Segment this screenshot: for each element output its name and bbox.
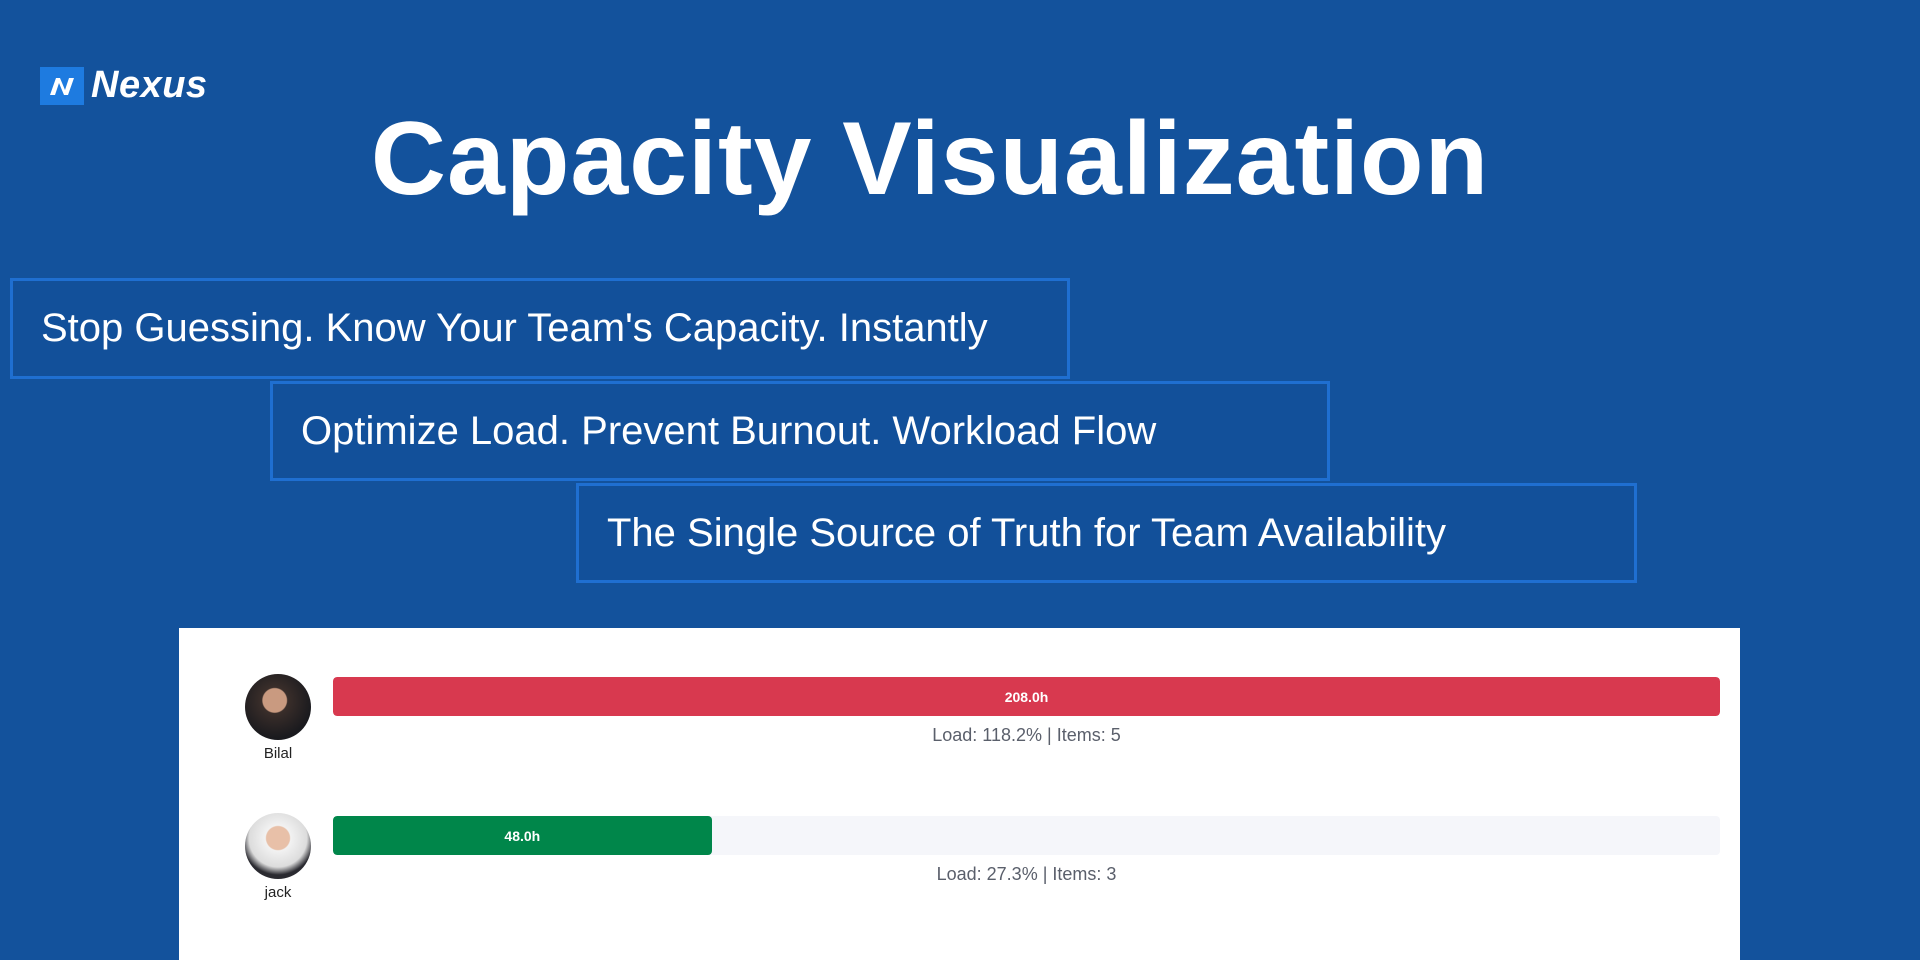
capacity-bar-fill[interactable]: 208.0h (333, 677, 1720, 716)
tagline-box: Optimize Load. Prevent Burnout. Workload… (270, 381, 1330, 481)
capacity-bar-fill[interactable]: 48.0h (333, 816, 712, 855)
member-name: jack (264, 884, 292, 901)
nexus-logo-icon (40, 66, 84, 105)
member-row: jack 48.0h Load: 27.3% | Items: 3 (179, 768, 1740, 901)
tagline-box: The Single Source of Truth for Team Avai… (576, 483, 1637, 583)
avatar[interactable] (245, 813, 311, 879)
hours-label: 48.0h (504, 827, 541, 844)
load-summary: Load: 118.2% | Items: 5 (932, 725, 1121, 745)
capacity-bar-track: 208.0h (333, 677, 1720, 716)
tagline-box: Stop Guessing. Know Your Team's Capacity… (10, 278, 1070, 379)
avatar[interactable] (245, 674, 311, 740)
capacity-panel: Bilal 208.0h Load: 118.2% | Items: 5 jac… (179, 628, 1740, 960)
member-row: Bilal 208.0h Load: 118.2% | Items: 5 (179, 628, 1740, 762)
page-title: Capacity Visualization (370, 101, 1490, 217)
hours-label: 208.0h (1004, 688, 1049, 705)
tagline-text: Optimize Load. Prevent Burnout. Workload… (301, 408, 1157, 453)
tagline-text: The Single Source of Truth for Team Avai… (607, 510, 1446, 555)
brand-logo[interactable]: Nexus (40, 64, 208, 107)
member-name: Bilal (263, 745, 293, 762)
load-summary: Load: 27.3% | Items: 3 (936, 864, 1117, 884)
brand-name: Nexus (91, 64, 208, 106)
tagline-text: Stop Guessing. Know Your Team's Capacity… (41, 306, 988, 350)
capacity-bar-track: 48.0h (333, 816, 1720, 855)
